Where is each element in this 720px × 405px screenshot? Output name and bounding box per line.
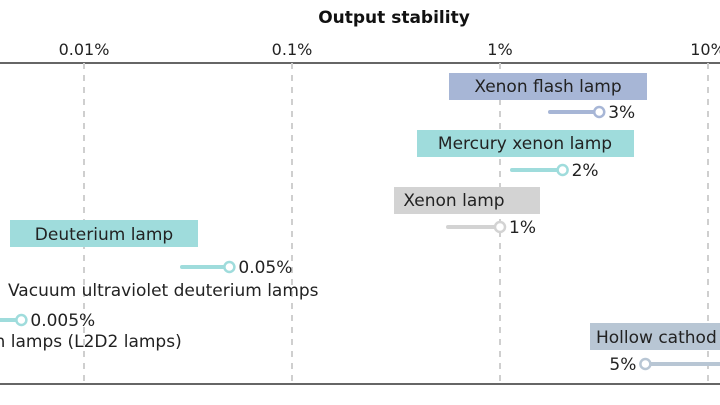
series-mercury-xenon-lamp: Mercury xenon lamp 2% bbox=[417, 130, 634, 181]
x-tick-labels: 0.01% 0.1% 1% 10% bbox=[59, 40, 720, 59]
series-hollow-cathod: Hollow cathod 5% bbox=[590, 323, 720, 375]
value-label: 3% bbox=[608, 103, 635, 123]
series-vacuum-ultraviolet-deuterium-lamps: Vacuum ultraviolet deuterium lamps bbox=[8, 281, 319, 301]
label-box bbox=[590, 323, 720, 350]
series-label: Hollow cathod bbox=[596, 328, 717, 348]
label-box bbox=[449, 73, 647, 100]
value-marker bbox=[15, 313, 28, 327]
series-label: Vacuum ultraviolet deuterium lamps bbox=[8, 281, 319, 301]
value-label: 2% bbox=[572, 161, 599, 181]
value-marker bbox=[223, 260, 236, 274]
label-box bbox=[10, 220, 198, 247]
series-um-lamps-l2d2-lamps: um lamps (L2D2 lamps)0.005% bbox=[0, 311, 182, 352]
value-label: 0.005% bbox=[30, 311, 95, 331]
label-box bbox=[417, 130, 634, 157]
series-deuterium-lamp: Deuterium lamp 0.05% bbox=[10, 220, 292, 278]
series-xenon-flash-lamp: Xenon flash lamp 3% bbox=[449, 73, 647, 123]
value-label: 5% bbox=[609, 355, 636, 375]
value-marker bbox=[639, 357, 652, 371]
series-marks: Xenon flash lamp 3% Mercury xenon lamp 2% Xe… bbox=[0, 73, 720, 375]
label-box bbox=[394, 187, 540, 214]
x-tick-label: 0.1% bbox=[272, 40, 313, 59]
series-label: Deuterium lamp bbox=[35, 225, 173, 245]
x-tick-label: 0.01% bbox=[59, 40, 110, 59]
x-tick-label: 1% bbox=[487, 40, 512, 59]
value-label: 0.05% bbox=[238, 258, 292, 278]
value-marker bbox=[556, 163, 569, 177]
series-label: Xenon lamp bbox=[403, 191, 504, 211]
series-label: Mercury xenon lamp bbox=[438, 134, 612, 154]
chart-title: Output stability bbox=[318, 8, 470, 28]
series-label: um lamps (L2D2 lamps) bbox=[0, 332, 182, 352]
value-label: 1% bbox=[509, 218, 536, 238]
value-marker bbox=[592, 105, 606, 119]
series-label: Xenon flash lamp bbox=[474, 77, 621, 97]
value-marker bbox=[493, 220, 507, 234]
x-tick-label: 10% bbox=[690, 40, 720, 59]
